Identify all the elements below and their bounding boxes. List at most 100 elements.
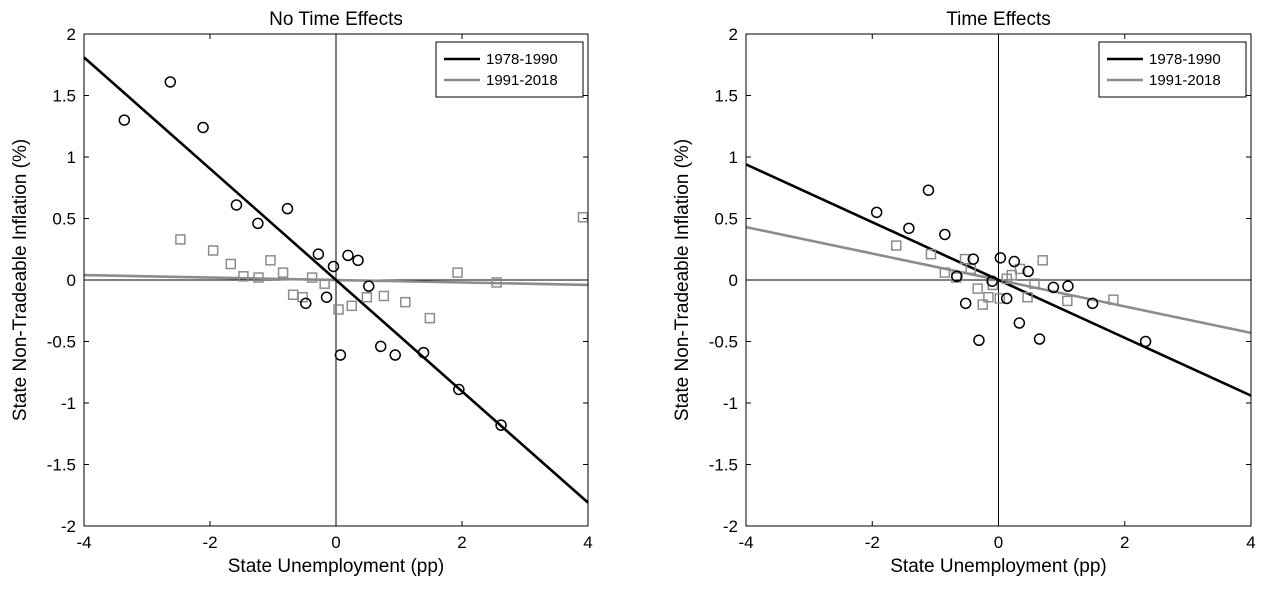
x-tick-label: 4 (583, 533, 592, 552)
y-tick-label: -1.5 (47, 456, 76, 475)
data-point-circle (1000, 292, 1013, 305)
data-point-circle (922, 184, 935, 196)
data-point-square (361, 291, 373, 303)
y-tick-label: 1.5 (52, 87, 76, 106)
data-point-square (959, 253, 971, 265)
data-point-square (491, 277, 502, 288)
data-point-circle (1047, 281, 1060, 294)
data-point-square (890, 240, 902, 251)
legend-box (1098, 41, 1247, 98)
data-point-square (297, 291, 308, 303)
data-point-circle (959, 297, 972, 310)
data-point-circle (1062, 280, 1074, 292)
data-point-square (277, 267, 289, 278)
data-point-circle (164, 76, 177, 88)
data-point-square (319, 278, 330, 289)
data-point-square (925, 248, 937, 260)
data-point-circle (327, 260, 340, 273)
data-point-circle (389, 349, 401, 361)
x-tick-label: -2 (865, 533, 880, 552)
y-tick-label: 0 (67, 271, 76, 290)
data-point-circle (230, 199, 243, 211)
data-point-square (1022, 291, 1033, 303)
y-tick-label: 2 (729, 25, 738, 44)
y-tick-label: -1 (61, 394, 76, 413)
data-point-circle (320, 291, 333, 303)
data-point-circle (252, 217, 264, 230)
data-point-square (977, 299, 988, 310)
data-point-circle (1008, 255, 1021, 268)
data-point-circle (1013, 317, 1026, 329)
x-tick-label: 2 (457, 533, 466, 552)
legend: 1978-1990 1991-2018 (1098, 41, 1247, 98)
data-point-circle (973, 334, 985, 347)
fit-line-1978-1990 (745, 163, 1252, 397)
legend-box (435, 41, 584, 98)
data-point-circle (967, 253, 979, 265)
x-tick-label: 0 (331, 533, 340, 552)
data-point-circle (986, 275, 998, 287)
y-tick-label: -0.5 (709, 333, 738, 352)
x-tick-label: -2 (202, 533, 217, 552)
x-tick-label: 4 (1246, 533, 1255, 552)
y-tick-label: -2 (723, 517, 738, 536)
x-tick-label: 2 (1120, 533, 1129, 552)
data-point-square (238, 271, 249, 282)
x-tick-label: -4 (76, 533, 91, 552)
data-point-circle (417, 346, 430, 359)
data-point-square (983, 291, 994, 303)
data-point-circle (342, 249, 354, 262)
data-point-square (333, 304, 344, 315)
data-point-square (994, 293, 1006, 304)
x-tick-label: -4 (738, 533, 753, 552)
data-point-square (577, 212, 589, 223)
data-point-square (965, 263, 976, 275)
data-point-square (253, 272, 264, 283)
data-point-circle (334, 349, 347, 361)
legend-entry: 1978-1990 (1149, 51, 1221, 68)
data-point-square (452, 267, 463, 278)
data-point-circle (363, 280, 375, 292)
x-axis-label: State Unemployment (pp) (890, 556, 1107, 577)
data-point-circle (994, 252, 1007, 264)
data-point-circle (300, 297, 312, 310)
data-point-square (306, 272, 318, 283)
data-point-square (1062, 295, 1073, 307)
legend: 1978-1990 1991-2018 (435, 41, 584, 98)
y-axis-label: State Non-Tradeable Inflation (%) (10, 139, 31, 421)
data-point-square (400, 296, 411, 308)
y-tick-label: 1.5 (714, 87, 738, 106)
y-tick-label: -1.5 (709, 456, 738, 475)
x-axis-label: State Unemployment (pp) (228, 556, 445, 577)
data-point-circle (1033, 333, 1046, 345)
data-point-square (207, 245, 219, 256)
data-point-circle (951, 270, 963, 283)
data-point-square (939, 267, 951, 278)
data-point-square (972, 283, 983, 294)
y-tick-label: 0.5 (714, 210, 738, 229)
data-point-circle (1022, 265, 1034, 278)
data-point-square (424, 312, 436, 324)
axes-box (83, 33, 589, 527)
legend-entry: 1991-2018 (486, 72, 558, 89)
y-tick-label: -2 (61, 517, 76, 536)
data-point-circle (495, 419, 507, 431)
x-tick-label: 0 (994, 533, 1003, 552)
data-point-circle (281, 202, 294, 215)
data-point-square (1006, 269, 1018, 281)
data-point-square (265, 255, 276, 266)
data-point-circle (1139, 335, 1152, 348)
data-point-circle (903, 222, 915, 235)
data-point-circle (939, 228, 951, 241)
data-point-square (1029, 278, 1040, 289)
data-point-circle (870, 206, 883, 219)
data-point-square (225, 258, 237, 270)
data-point-circle (1086, 297, 1099, 310)
data-point-square (1108, 294, 1119, 305)
data-point-square (378, 290, 390, 302)
y-tick-label: 1 (729, 148, 738, 167)
data-point-square (346, 300, 357, 312)
